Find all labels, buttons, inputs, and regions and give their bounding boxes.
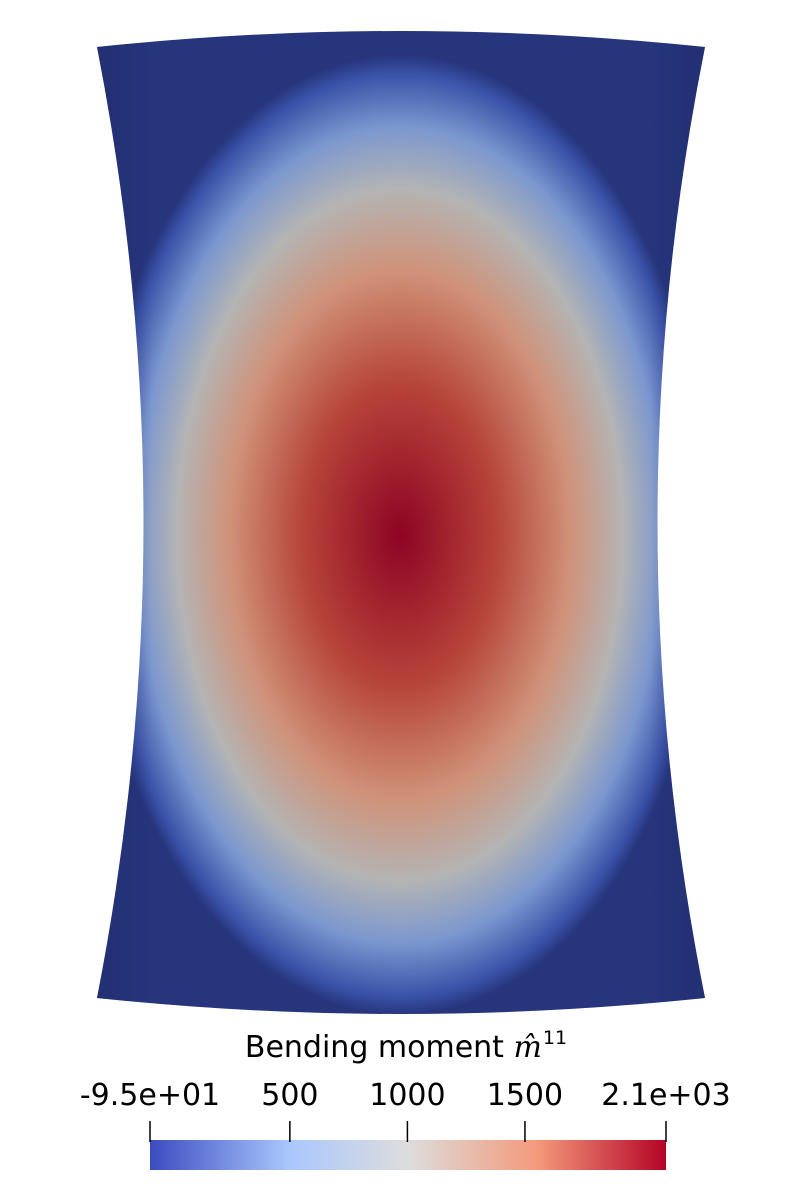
colorbar-ticks <box>149 1121 667 1142</box>
colorbar-title: Bending moment m̂11 <box>0 1027 800 1065</box>
plate-edge-shading <box>97 31 705 1014</box>
colorbar <box>150 1140 666 1170</box>
colorbar-title-superscript: 11 <box>542 1027 568 1049</box>
colorbar-tick-label: 1000 <box>369 1078 446 1113</box>
colorbar-title-symbol: m̂ <box>513 1030 542 1065</box>
colorbar-tick-label: 1500 <box>486 1078 564 1113</box>
colorbar-title-text: Bending moment <box>244 1030 514 1065</box>
colorbar-tick-label: 2.1e+03 <box>601 1078 731 1113</box>
colorbar-tick-label: -9.5e+01 <box>79 1078 221 1113</box>
colorbar-tick-label: 500 <box>261 1078 319 1113</box>
